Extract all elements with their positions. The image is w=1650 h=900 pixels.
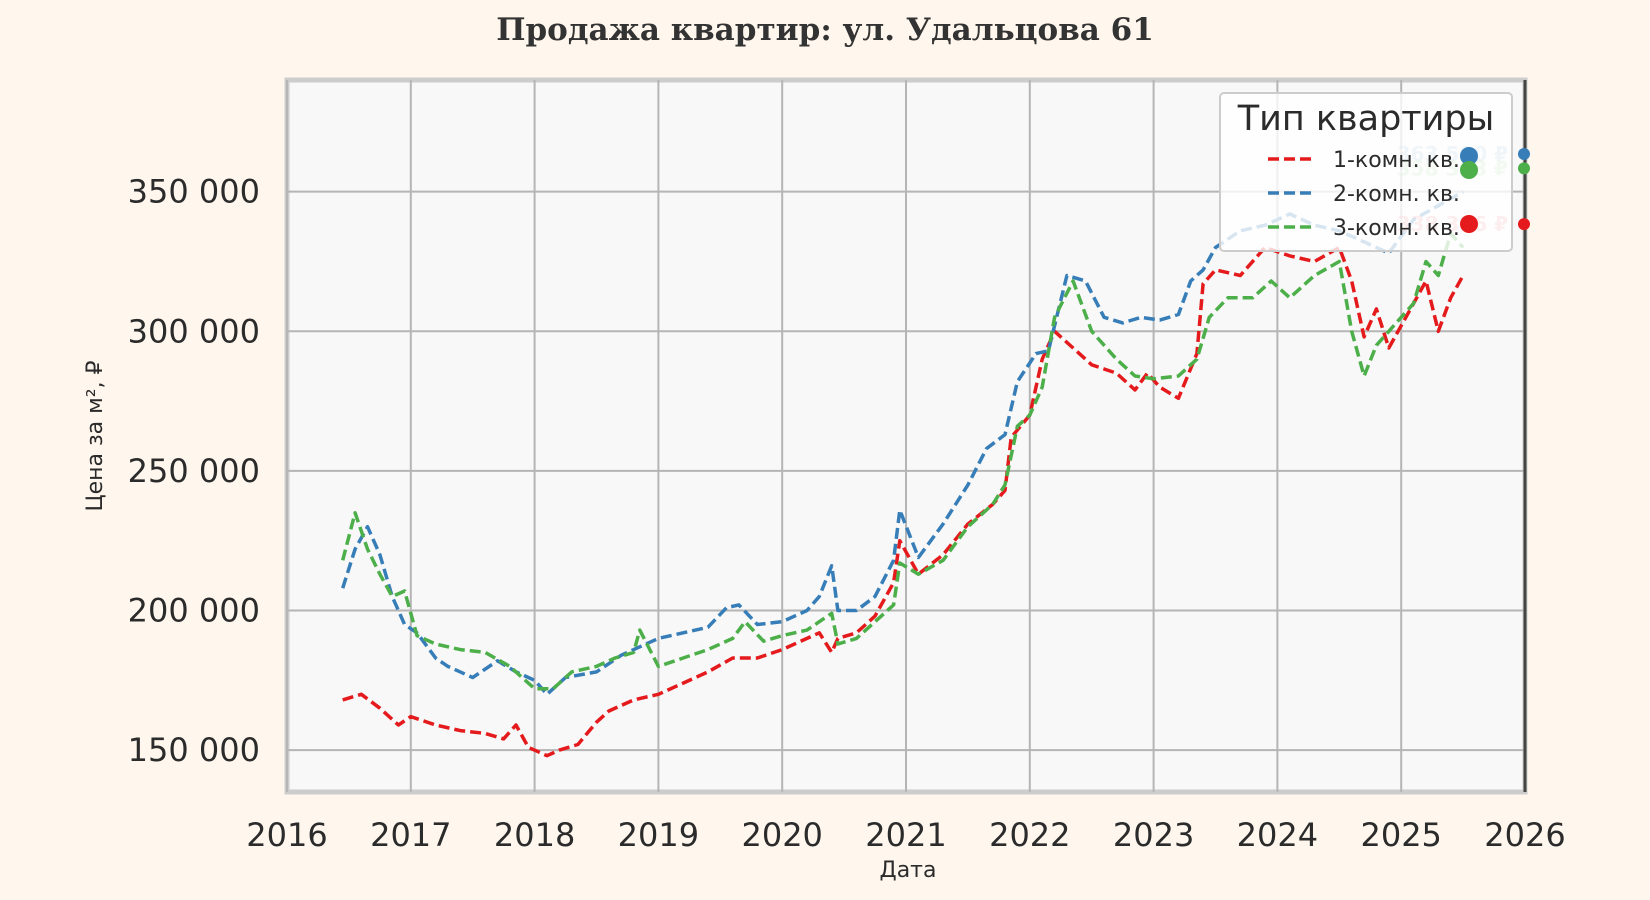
x-tick-label: 2024	[1237, 816, 1318, 854]
y-tick-label: 200 000	[128, 592, 260, 630]
x-tick-label: 2025	[1360, 816, 1441, 854]
end-marker	[1518, 162, 1530, 175]
y-tick-label: 150 000	[128, 731, 260, 769]
legend-marker	[1460, 215, 1478, 233]
x-tick-label: 2020	[741, 816, 822, 854]
x-axis-label: Дата	[880, 858, 937, 883]
end-marker	[1518, 147, 1530, 160]
series-line-1	[342, 245, 1465, 758]
legend-title: Тип квартиры	[1237, 99, 1495, 139]
series-line-2	[341, 190, 1464, 697]
y-axis-label: Цена за м², ₽	[83, 360, 108, 511]
x-tick-label: 2023	[1113, 816, 1194, 854]
legend-marker	[1460, 147, 1478, 165]
x-tick-label: 2019	[618, 816, 699, 854]
legend-entry-label: 1-комн. кв.	[1333, 148, 1460, 173]
x-tick-label: 2022	[989, 816, 1070, 854]
legend-marker	[1460, 161, 1478, 179]
series-layer	[341, 190, 1465, 758]
end-marker	[1518, 218, 1530, 231]
legend: Тип квартиры 1-комн. кв. 2-комн. кв. 3-ком…	[1219, 92, 1513, 252]
y-tick-label: 250 000	[128, 452, 260, 490]
y-tick-label: 300 000	[128, 312, 260, 350]
x-tick-label: 2016	[246, 816, 327, 854]
x-tick-label: 2021	[865, 816, 946, 854]
series-line-3	[341, 231, 1465, 691]
legend-entry-label: 2-комн. кв.	[1333, 182, 1460, 207]
x-tick-label: 2017	[370, 816, 451, 854]
legend-box	[1219, 92, 1513, 252]
x-tick-label: 2018	[494, 816, 575, 854]
x-tick-label: 2026	[1484, 816, 1565, 854]
legend-entry-label: 3-комн. кв.	[1333, 216, 1460, 241]
axis-ticks: 2016 2017 2018 2019 2020 2021 2022 2023 2024 2025…	[128, 173, 1566, 854]
y-tick-label: 350 000	[128, 173, 260, 211]
chart-title: Продажа квартир: ул. Удальцова 61	[496, 12, 1154, 48]
legend-items: 1-комн. кв. 2-комн. кв. 3-комн. кв.	[1268, 147, 1478, 241]
